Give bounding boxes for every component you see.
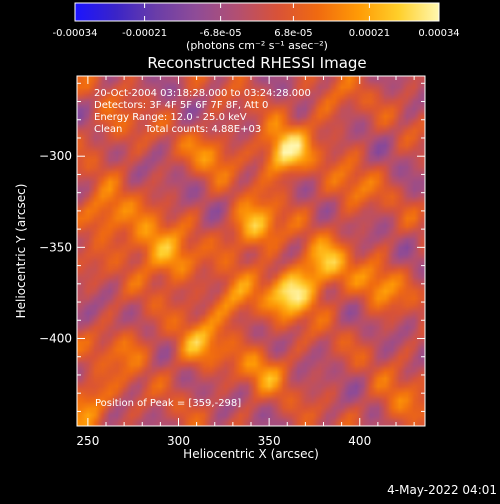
detectors-annotation: Detectors: 3F 4F 5F 6F 7F 8F, Att 0 [94, 100, 268, 111]
colorbar-ticks: -0.00034 -0.00021 -6.8e-05 6.8e-05 0.00021 0.… [53, 3, 460, 39]
x-tick-label: 300 [167, 434, 190, 448]
axis-ticks: 250 300 350 400 −300 −350 −400 [39, 76, 425, 448]
y-axis-label: Heliocentric Y (arcsec) [14, 184, 28, 319]
colorbar-tick-label: 0.00034 [418, 28, 459, 39]
plot-area: 250 300 350 400 −300 −350 −400 [39, 75, 426, 448]
plot-annotations: 20-Oct-2004 03:18:28.000 to 03:24:28.000… [94, 88, 311, 409]
x-tick-label: 350 [258, 434, 281, 448]
time-range-annotation: 20-Oct-2004 03:18:28.000 to 03:24:28.000 [94, 88, 311, 99]
colorbar-strip [74, 2, 440, 22]
y-tick-label: −350 [39, 240, 72, 254]
colorbar-tick-label: -0.00021 [122, 28, 167, 39]
colorbar: -0.00034 -0.00021 -6.8e-05 6.8e-05 0.00021 0.… [53, 2, 460, 52]
colorbar-tick-label: -0.00034 [53, 28, 98, 39]
clean-annotation: Clean [94, 124, 122, 135]
x-axis-label: Heliocentric X (arcsec) [183, 447, 319, 461]
total-counts-annotation: Total counts: 4.88E+03 [144, 124, 261, 135]
colorbar-tick-label: -6.8e-05 [200, 28, 242, 39]
peak-position-annotation: Position of Peak = [359,-298] [95, 398, 241, 409]
footer-timestamp: 4-May-2022 04:01 [387, 483, 497, 497]
y-tick-label: −400 [39, 332, 72, 346]
colorbar-tick-label: 6.8e-05 [274, 28, 312, 39]
chart-title: Reconstructed RHESSI Image [147, 54, 366, 72]
x-tick-label: 400 [348, 434, 371, 448]
x-tick-label: 250 [76, 434, 99, 448]
y-tick-label: −300 [39, 149, 72, 163]
energy-range-annotation: Energy Range: 12.0 - 25.0 keV [94, 112, 247, 123]
colorbar-tick-label: 0.00021 [349, 28, 390, 39]
heatmap-image [77, 76, 425, 426]
colorbar-unit-label: (photons cm⁻² s⁻¹ asec⁻²) [186, 39, 328, 52]
